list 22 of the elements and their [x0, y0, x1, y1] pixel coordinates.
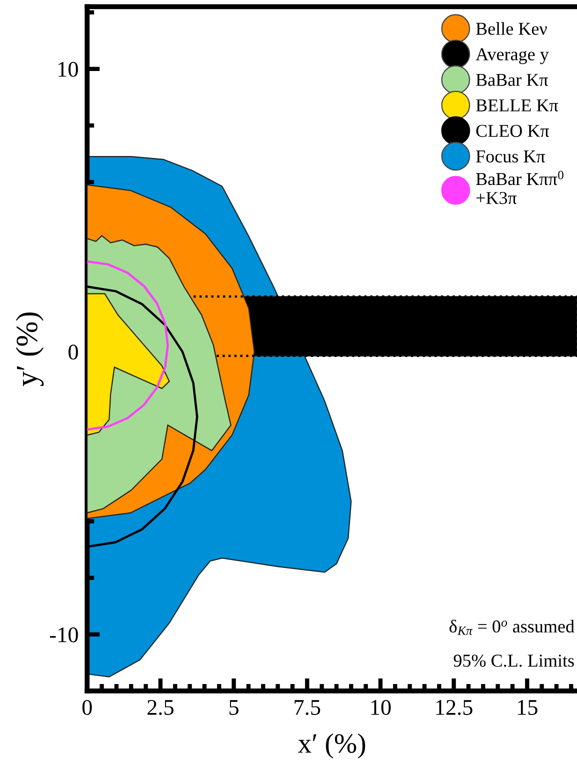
text: BaBar Kππ$^{0}$ +K3π [476, 170, 564, 204]
x-tick-label: 0 [82, 700, 92, 715]
x-tick-label: 5 [230, 700, 238, 715]
legend-label: Focus Kπ [476, 150, 546, 162]
y-tick-label: -10 [50, 627, 78, 642]
legend-label: Belle Keν [476, 22, 547, 35]
x-axis-title: x′ (%) [298, 733, 366, 759]
legend-label: Average y [476, 48, 549, 64]
y-tick-label: 10 [58, 62, 78, 77]
annotation: 95% C.L. Limits [454, 654, 574, 667]
x-tick-label: 15 [518, 700, 538, 715]
x-tick-label: 2.5 [148, 700, 174, 716]
annotation: δ$_{Kπ}$ = 0$^{o}$ assumed [450, 620, 574, 635]
line-series [87, 260, 169, 431]
x-tick-label: 10 [371, 700, 391, 715]
y-tick-label: 0 [68, 344, 78, 360]
legend-label: CLEO Kπ [476, 124, 550, 137]
y-axis-title: y′ (%) [16, 312, 44, 386]
x-tick-label: 7.5 [294, 700, 320, 716]
legend-label: BELLE Kπ [476, 99, 558, 112]
x-tick-label: 12.5 [436, 700, 472, 716]
legend-label: BaBar Kπ [476, 74, 548, 86]
